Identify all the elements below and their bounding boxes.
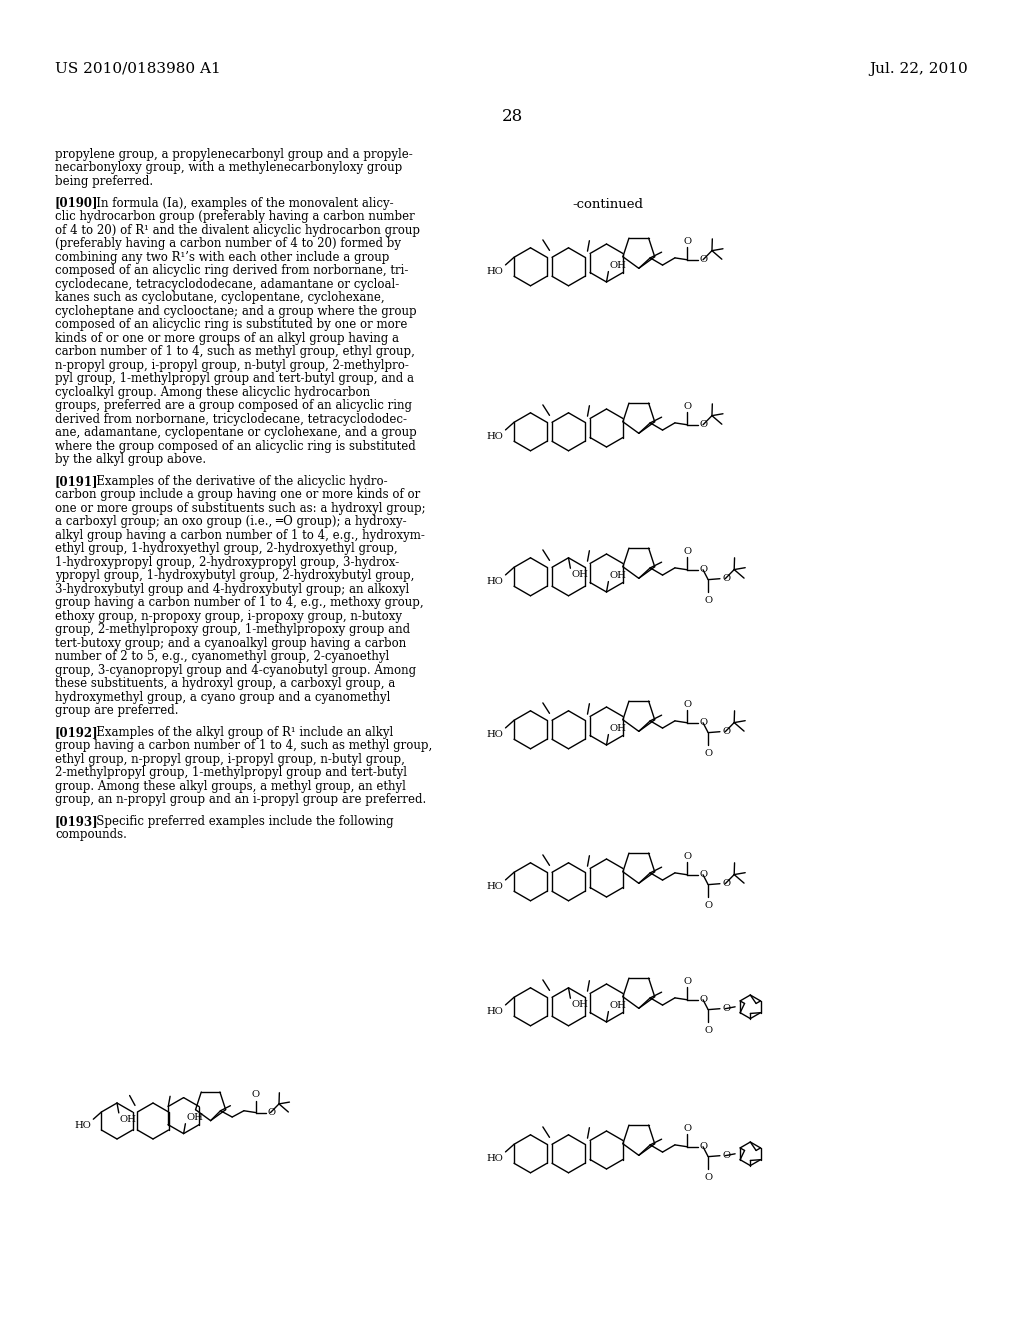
Text: compounds.: compounds. [55, 829, 127, 841]
Text: HO: HO [486, 882, 504, 891]
Text: OH: OH [609, 723, 627, 733]
Text: group, an n-propyl group and an i-propyl group are preferred.: group, an n-propyl group and an i-propyl… [55, 793, 426, 807]
Text: hydroxymethyl group, a cyano group and a cyanomethyl: hydroxymethyl group, a cyano group and a… [55, 690, 390, 704]
Text: ethyl group, 1-hydroxyethyl group, 2-hydroxyethyl group,: ethyl group, 1-hydroxyethyl group, 2-hyd… [55, 543, 397, 556]
Text: O: O [722, 1005, 730, 1014]
Text: O: O [705, 595, 713, 605]
Text: OH: OH [609, 570, 627, 579]
Text: 3-hydroxybutyl group and 4-hydroxybutyl group; an alkoxyl: 3-hydroxybutyl group and 4-hydroxybutyl … [55, 582, 410, 595]
Text: Specific preferred examples include the following: Specific preferred examples include the … [85, 814, 393, 828]
Text: O: O [700, 1142, 709, 1151]
Text: ethoxy group, n-propoxy group, i-propoxy group, n-butoxy: ethoxy group, n-propoxy group, i-propoxy… [55, 610, 402, 623]
Text: O: O [705, 1172, 713, 1181]
Text: O: O [683, 700, 691, 709]
Text: derived from norbornane, tricyclodecane, tetracyclododec-: derived from norbornane, tricyclodecane,… [55, 413, 407, 425]
Text: [0193]: [0193] [55, 814, 98, 828]
Text: a carboxyl group; an oxo group (i.e., ═O group); a hydroxy-: a carboxyl group; an oxo group (i.e., ═O… [55, 515, 407, 528]
Text: O: O [705, 1026, 713, 1035]
Text: kanes such as cyclobutane, cyclopentane, cyclohexane,: kanes such as cyclobutane, cyclopentane,… [55, 292, 385, 304]
Text: O: O [683, 1123, 691, 1133]
Text: groups, preferred are a group composed of an alicyclic ring: groups, preferred are a group composed o… [55, 399, 412, 412]
Text: ypropyl group, 1-hydroxybutyl group, 2-hydroxybutyl group,: ypropyl group, 1-hydroxybutyl group, 2-h… [55, 569, 415, 582]
Text: propylene group, a propylenecarbonyl group and a propyle-: propylene group, a propylenecarbonyl gro… [55, 148, 413, 161]
Text: HO: HO [486, 1007, 504, 1016]
Text: group, 2-methylpropoxy group, 1-methylpropoxy group and: group, 2-methylpropoxy group, 1-methylpr… [55, 623, 411, 636]
Text: being preferred.: being preferred. [55, 176, 154, 187]
Text: OH: OH [609, 1001, 627, 1010]
Text: these substituents, a hydroxyl group, a carboxyl group, a: these substituents, a hydroxyl group, a … [55, 677, 395, 690]
Text: O: O [700, 255, 709, 264]
Text: -continued: -continued [572, 198, 643, 211]
Text: kinds of or one or more groups of an alkyl group having a: kinds of or one or more groups of an alk… [55, 331, 399, 345]
Text: O: O [252, 1090, 260, 1100]
Text: OH: OH [571, 1001, 588, 1010]
Text: of 4 to 20) of R¹ and the divalent alicyclic hydrocarbon group: of 4 to 20) of R¹ and the divalent alicy… [55, 223, 420, 236]
Text: O: O [722, 1151, 730, 1160]
Text: HO: HO [486, 432, 504, 441]
Text: ethyl group, n-propyl group, i-propyl group, n-butyl group,: ethyl group, n-propyl group, i-propyl gr… [55, 752, 404, 766]
Text: O: O [267, 1107, 275, 1117]
Text: O: O [683, 851, 691, 861]
Text: number of 2 to 5, e.g., cyanomethyl group, 2-cyanoethyl: number of 2 to 5, e.g., cyanomethyl grou… [55, 651, 389, 663]
Text: US 2010/0183980 A1: US 2010/0183980 A1 [55, 62, 221, 77]
Text: [0190]: [0190] [55, 197, 98, 210]
Text: O: O [705, 748, 713, 758]
Text: HO: HO [75, 1122, 91, 1130]
Text: tert-butoxy group; and a cyanoalkyl group having a carbon: tert-butoxy group; and a cyanoalkyl grou… [55, 636, 407, 649]
Text: alkyl group having a carbon number of 1 to 4, e.g., hydroxym-: alkyl group having a carbon number of 1 … [55, 529, 425, 541]
Text: O: O [700, 565, 709, 574]
Text: OH: OH [120, 1114, 136, 1123]
Text: HO: HO [486, 577, 504, 586]
Text: 1-hydroxypropyl group, 2-hydroxypropyl group, 3-hydrox-: 1-hydroxypropyl group, 2-hydroxypropyl g… [55, 556, 399, 569]
Text: HO: HO [486, 1154, 504, 1163]
Text: 28: 28 [502, 108, 522, 125]
Text: group having a carbon number of 1 to 4, e.g., methoxy group,: group having a carbon number of 1 to 4, … [55, 597, 424, 610]
Text: group are preferred.: group are preferred. [55, 704, 178, 717]
Text: clic hydrocarbon group (preferably having a carbon number: clic hydrocarbon group (preferably havin… [55, 210, 415, 223]
Text: group having a carbon number of 1 to 4, such as methyl group,: group having a carbon number of 1 to 4, … [55, 739, 432, 752]
Text: carbon number of 1 to 4, such as methyl group, ethyl group,: carbon number of 1 to 4, such as methyl … [55, 345, 415, 358]
Text: Examples of the alkyl group of R¹ include an alkyl: Examples of the alkyl group of R¹ includ… [85, 726, 393, 739]
Text: (preferably having a carbon number of 4 to 20) formed by: (preferably having a carbon number of 4 … [55, 238, 401, 249]
Text: composed of an alicyclic ring derived from norbornane, tri-: composed of an alicyclic ring derived fr… [55, 264, 409, 277]
Text: composed of an alicyclic ring is substituted by one or more: composed of an alicyclic ring is substit… [55, 318, 408, 331]
Text: one or more groups of substituents such as: a hydroxyl group;: one or more groups of substituents such … [55, 502, 426, 515]
Text: where the group composed of an alicyclic ring is substituted: where the group composed of an alicyclic… [55, 440, 416, 453]
Text: combining any two R¹’s with each other include a group: combining any two R¹’s with each other i… [55, 251, 389, 264]
Text: carbon group include a group having one or more kinds of or: carbon group include a group having one … [55, 488, 420, 502]
Text: O: O [722, 879, 730, 888]
Text: [0191]: [0191] [55, 475, 98, 487]
Text: HO: HO [486, 730, 504, 739]
Text: O: O [683, 401, 691, 411]
Text: HO: HO [486, 267, 504, 276]
Text: OH: OH [571, 570, 588, 579]
Text: In formula (Ia), examples of the monovalent alicy-: In formula (Ia), examples of the monoval… [85, 197, 393, 210]
Text: O: O [700, 870, 709, 879]
Text: O: O [683, 236, 691, 246]
Text: O: O [700, 718, 709, 727]
Text: OH: OH [186, 1113, 203, 1122]
Text: necarbonyloxy group, with a methylenecarbonyloxy group: necarbonyloxy group, with a methylenecar… [55, 161, 402, 174]
Text: O: O [705, 900, 713, 909]
Text: O: O [700, 995, 709, 1005]
Text: cycloheptane and cyclooctane; and a group where the group: cycloheptane and cyclooctane; and a grou… [55, 305, 417, 318]
Text: O: O [683, 546, 691, 556]
Text: cyclodecane, tetracyclododecane, adamantane or cycloal-: cyclodecane, tetracyclododecane, adamant… [55, 277, 399, 290]
Text: Jul. 22, 2010: Jul. 22, 2010 [869, 62, 968, 77]
Text: O: O [722, 574, 730, 583]
Text: group, 3-cyanopropyl group and 4-cyanobutyl group. Among: group, 3-cyanopropyl group and 4-cyanobu… [55, 664, 416, 677]
Text: n-propyl group, i-propyl group, n-butyl group, 2-methylpro-: n-propyl group, i-propyl group, n-butyl … [55, 359, 409, 372]
Text: Examples of the derivative of the alicyclic hydro-: Examples of the derivative of the alicyc… [85, 475, 387, 487]
Text: ane, adamantane, cyclopentane or cyclohexane, and a group: ane, adamantane, cyclopentane or cyclohe… [55, 426, 417, 440]
Text: by the alkyl group above.: by the alkyl group above. [55, 453, 206, 466]
Text: O: O [683, 977, 691, 986]
Text: pyl group, 1-methylpropyl group and tert-butyl group, and a: pyl group, 1-methylpropyl group and tert… [55, 372, 414, 385]
Text: OH: OH [609, 260, 627, 269]
Text: O: O [722, 727, 730, 737]
Text: group. Among these alkyl groups, a methyl group, an ethyl: group. Among these alkyl groups, a methy… [55, 780, 406, 793]
Text: O: O [700, 420, 709, 429]
Text: cycloalkyl group. Among these alicyclic hydrocarbon: cycloalkyl group. Among these alicyclic … [55, 385, 370, 399]
Text: [0192]: [0192] [55, 726, 98, 739]
Text: 2-methylpropyl group, 1-methylpropyl group and tert-butyl: 2-methylpropyl group, 1-methylpropyl gro… [55, 767, 407, 779]
